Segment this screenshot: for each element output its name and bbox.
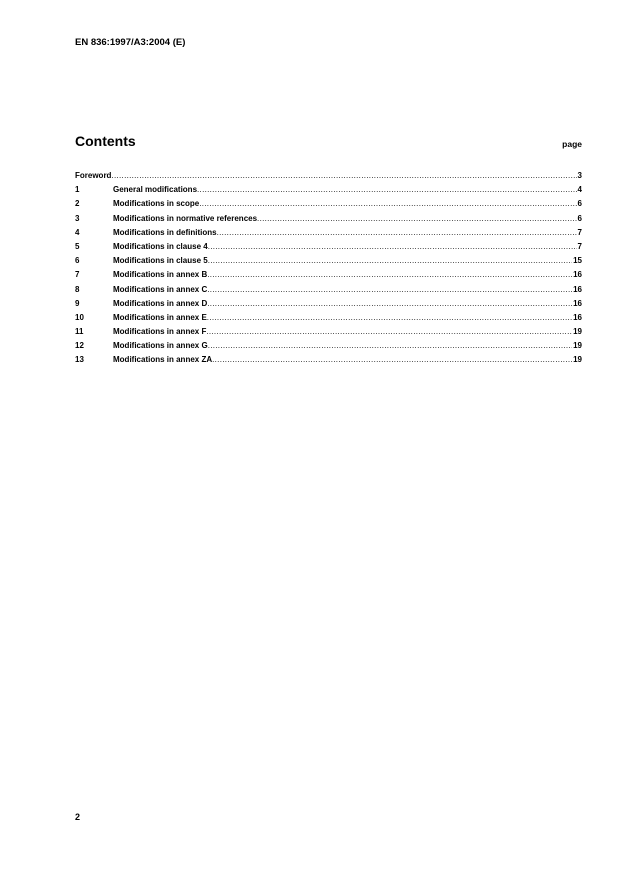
toc-leader-dots	[207, 285, 572, 294]
page-number: 2	[75, 812, 81, 822]
toc-entry-number: 2	[75, 199, 80, 209]
toc-entry-page: 16	[573, 270, 582, 280]
toc-entry[interactable]: 13 Modifications in annex ZA 19	[75, 355, 582, 369]
toc-entry[interactable]: 11 Modifications in annex F 19	[75, 327, 582, 341]
toc-entry-label: Modifications in annex G	[113, 341, 208, 351]
toc-leader-dots	[217, 228, 577, 237]
table-of-contents: Foreword 3 1 General modifications 4 2 Modific…	[75, 171, 582, 370]
toc-entry-label: Modifications in annex B	[113, 270, 208, 280]
toc-entry-page: 16	[573, 312, 582, 322]
toc-entry-page: 4	[577, 185, 582, 195]
toc-entry-label: Modifications in annex D	[113, 298, 208, 308]
toc-entry-page: 6	[577, 199, 582, 209]
document-header: EN 836:1997/A3:2004 (E)	[75, 37, 186, 48]
toc-entry-page: 6	[577, 213, 582, 223]
toc-entry[interactable]: 4 Modifications in definitions 7	[75, 228, 582, 242]
toc-entry-label: Foreword	[75, 171, 112, 180]
toc-entry[interactable]: Foreword 3	[75, 171, 582, 185]
toc-entry[interactable]: 10 Modifications in annex E 16	[75, 313, 582, 327]
toc-entry-page: 16	[573, 284, 582, 294]
toc-leader-dots	[208, 242, 577, 251]
toc-entry[interactable]: 8 Modifications in annex C 16	[75, 285, 582, 299]
toc-entry-label: Modifications in clause 5	[113, 256, 208, 266]
toc-entry[interactable]: 6 Modifications in clause 5 15	[75, 256, 582, 270]
toc-entry-number: 12	[75, 341, 84, 351]
toc-entry-label: General modifications	[113, 185, 198, 195]
toc-entry-page: 7	[577, 241, 582, 251]
page-column-label: page	[562, 139, 582, 149]
toc-entry-number: 11	[75, 327, 84, 337]
toc-entry-number: 5	[75, 241, 80, 251]
toc-entry[interactable]: 9 Modifications in annex D 16	[75, 299, 582, 313]
toc-leader-dots	[207, 299, 572, 308]
toc-leader-dots	[197, 185, 577, 194]
toc-entry[interactable]: 7 Modifications in annex B 16	[75, 270, 582, 284]
toc-entry-label: Modifications in definitions	[113, 227, 217, 237]
toc-leader-dots	[212, 355, 572, 364]
toc-entry-number: 10	[75, 312, 84, 322]
toc-entry-label: Modifications in annex C	[113, 284, 208, 294]
toc-entry-label: Modifications in annex F	[113, 327, 207, 337]
toc-entry-page: 7	[577, 227, 582, 237]
toc-entry[interactable]: 5 Modifications in clause 4 7	[75, 242, 582, 256]
toc-leader-dots	[207, 313, 572, 322]
toc-entry[interactable]: 3 Modifications in normative references 6	[75, 214, 582, 228]
toc-entry-page: 15	[573, 256, 582, 266]
toc-leader-dots	[199, 199, 576, 208]
toc-entry-label: Modifications in normative references	[113, 213, 258, 223]
toc-entry[interactable]: 2 Modifications in scope 6	[75, 199, 582, 213]
toc-entry-label: Modifications in annex ZA	[113, 355, 213, 365]
toc-entry-page: 19	[573, 355, 582, 365]
toc-leader-dots	[206, 327, 572, 336]
toc-entry[interactable]: 1 General modifications 4	[75, 185, 582, 199]
toc-entry-page: 19	[573, 341, 582, 351]
toc-entry-page: 16	[573, 298, 582, 308]
toc-entry-number: 8	[75, 284, 80, 294]
toc-leader-dots	[207, 270, 572, 279]
toc-entry-number: 9	[75, 298, 80, 308]
toc-leader-dots	[208, 341, 572, 350]
toc-entry-number: 1	[75, 185, 80, 195]
toc-entry-number: 13	[75, 355, 84, 365]
toc-leader-dots	[208, 256, 572, 265]
toc-entry-number: 7	[75, 270, 80, 280]
toc-entry-number: 3	[75, 213, 80, 223]
toc-leader-dots	[257, 214, 577, 223]
toc-entry[interactable]: 12 Modifications in annex G 19	[75, 341, 582, 355]
toc-entry-page: 3	[577, 171, 582, 180]
toc-entry-label: Modifications in annex E	[113, 312, 207, 322]
toc-leader-dots	[111, 171, 576, 180]
toc-entry-label: Modifications in scope	[113, 199, 200, 209]
toc-entry-number: 6	[75, 256, 80, 266]
toc-entry-number: 4	[75, 227, 80, 237]
contents-title: Contents	[75, 133, 136, 149]
toc-entry-label: Modifications in clause 4	[113, 241, 208, 251]
toc-entry-page: 19	[573, 327, 582, 337]
